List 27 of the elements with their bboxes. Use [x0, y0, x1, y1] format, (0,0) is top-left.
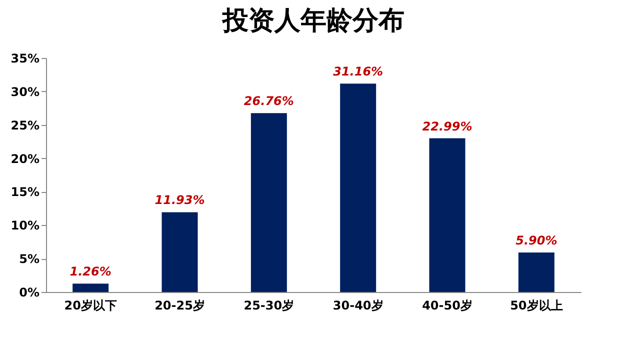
y-tick-label: 30% [10, 84, 40, 99]
y-tick-label: 25% [10, 118, 40, 132]
bar [518, 252, 554, 292]
bar [429, 138, 466, 292]
x-tick-label: 20-25岁 [154, 298, 205, 312]
y-tick-label: 35% [10, 52, 40, 66]
x-tick-label: 40-50岁 [422, 298, 472, 312]
data-label: 26.76% [244, 94, 294, 108]
bar [72, 284, 109, 292]
data-label: 1.26% [70, 264, 112, 279]
y-tick-label: 20% [10, 152, 40, 166]
data-label: 31.16% [333, 64, 384, 79]
y-tick-label: 5% [19, 252, 40, 266]
bar [162, 212, 198, 292]
x-tick-label: 50岁以上 [510, 298, 563, 312]
y-tick-label: 10% [10, 218, 40, 233]
data-label: 11.93% [154, 193, 205, 208]
bar [250, 113, 287, 292]
x-tick-label: 30-40岁 [332, 298, 384, 312]
x-tick-label: 25-30岁 [244, 298, 294, 312]
y-tick-label: 0% [19, 286, 40, 300]
chart-title: 投资人年龄分布 [222, 6, 404, 36]
y-tick-label: 15% [10, 185, 40, 200]
x-tick-label: 20岁以下 [64, 298, 117, 312]
data-label: 22.99% [422, 119, 472, 134]
bar [340, 84, 376, 292]
data-label: 5.90% [516, 234, 558, 248]
